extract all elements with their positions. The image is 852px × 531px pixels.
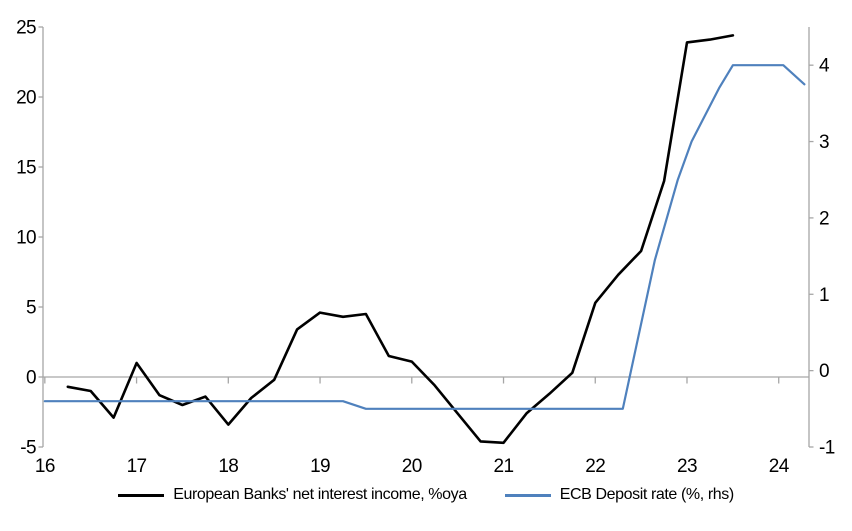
right-axis-tick-label: 0 (819, 361, 829, 382)
left-axis-tick-label: 20 (16, 88, 36, 109)
right-axis-tick-label: 3 (819, 132, 829, 153)
right-axis-tick-label: 1 (819, 285, 829, 306)
x-axis-tick-label: 21 (494, 456, 514, 477)
x-axis-tick-label: 17 (127, 456, 147, 477)
x-axis-tick-label: 22 (585, 456, 605, 477)
black-line-swatch (118, 493, 165, 497)
left-axis-tick-label: 10 (16, 228, 36, 249)
left-axis-tick-label: 15 (16, 158, 36, 179)
legend-item-net-interest-income: European Banks' net interest income, %oy… (118, 486, 467, 504)
right-axis-tick-label: -1 (819, 438, 835, 459)
x-axis-tick-label: 23 (677, 456, 697, 477)
legend-label-ecb-deposit-rate: ECB Deposit rate (%, rhs) (559, 486, 734, 503)
chart-legend: European Banks' net interest income, %oy… (0, 486, 852, 504)
left-axis-tick-label: 25 (16, 18, 36, 39)
left-axis-tick-label: 0 (26, 368, 36, 389)
right-axis-tick-label: 2 (819, 208, 829, 229)
legend-item-ecb-deposit-rate: ECB Deposit rate (%, rhs) (504, 486, 734, 504)
x-axis-tick-label: 16 (35, 456, 55, 477)
legend-label-net-interest-income: European Banks' net interest income, %oy… (173, 486, 467, 503)
x-axis-tick-label: 20 (402, 456, 422, 477)
left-axis-tick-label: 5 (26, 298, 36, 319)
right-axis-tick-label: 4 (819, 56, 830, 77)
series-line-ecb-deposit-rate (43, 64, 806, 410)
x-axis-tick-label: 18 (218, 456, 238, 477)
x-axis-tick-label: 24 (769, 456, 790, 477)
blue-line-swatch (504, 493, 551, 497)
series-line-net-interest-income (66, 34, 735, 445)
left-axis-tick-label: -5 (20, 438, 36, 459)
x-axis-tick-label: 19 (310, 456, 330, 477)
